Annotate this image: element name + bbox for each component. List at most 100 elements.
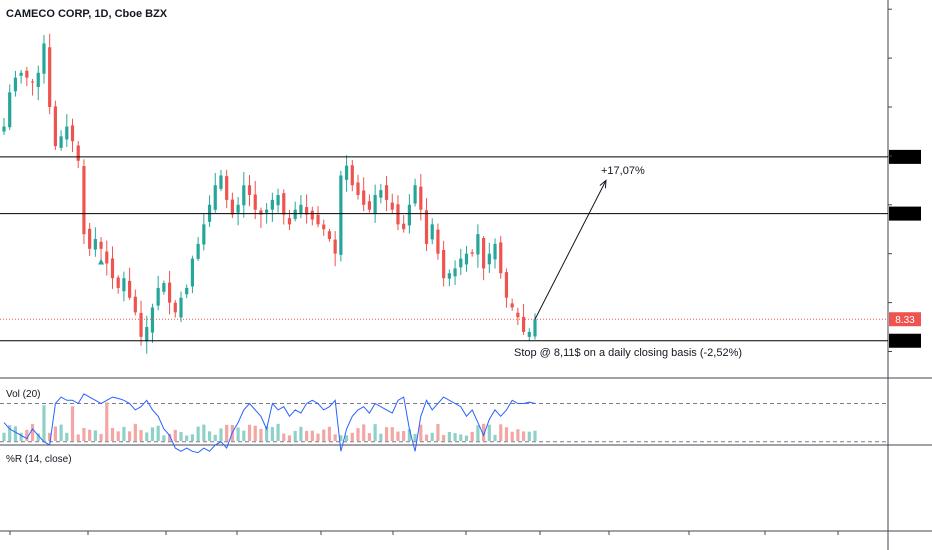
candle-body [344,165,349,180]
volume-bar [510,431,514,441]
volume-bar [362,424,366,441]
candle-body [464,253,469,265]
candle-body [350,165,354,186]
candle-body [430,224,434,240]
candle-body [413,185,417,204]
symbol-title: CAMECO CORP, 1D, Cboe BZX [6,8,168,20]
volume-bar [282,433,286,441]
volume-bar [70,406,75,441]
candle-body [76,145,80,161]
volume-bar [344,435,349,441]
candle-body [219,175,223,189]
volume-bar [53,426,57,441]
volume-bar [464,435,469,441]
candle-body [150,307,155,333]
candle-body [128,280,132,298]
volume-bar [133,423,137,441]
target-arrow-line [534,180,607,320]
volume-bar [379,433,383,441]
volume-bar [487,424,491,441]
volume-bar [19,432,23,441]
volume-bar [305,430,309,441]
candle-body [139,312,143,337]
volume-bar [156,425,160,441]
candle-body [196,243,200,259]
volume-bar [265,426,269,441]
candle-body [105,251,109,264]
candle-body [253,194,257,210]
candle-body [122,278,126,292]
volume-bar [516,429,520,441]
volume-bar [105,402,109,441]
target-arrow-head [599,179,607,189]
candle-body [499,242,503,274]
candle-body [476,234,480,255]
candle-body [527,331,531,337]
candle-body [282,193,286,215]
candle-body [299,204,303,214]
volume-bar [322,429,326,441]
volume-bar [48,432,52,441]
volume-bar [65,432,69,441]
volume-bar [430,432,434,441]
volume-bar [150,427,155,441]
candle-body [265,209,269,213]
candle-body [99,241,103,249]
volume-bar [402,430,406,441]
candle-body [367,201,372,210]
candle-body [316,214,320,225]
candle-body [305,207,309,215]
williams-title: %R (14, close) [6,454,72,465]
candle-body [379,190,383,198]
candle-body [242,185,246,206]
volume-bar [36,433,40,441]
candle-body [59,136,63,148]
volume-bar [476,425,480,441]
candle-body [453,268,457,277]
candle-body [190,258,195,287]
volume-bar [436,423,440,441]
candle-body [384,185,389,200]
volume-bar [145,432,149,441]
candle-body [36,72,40,88]
volume-bar [116,431,120,441]
volume-bar [442,434,446,441]
volume-bar [407,429,411,441]
candle-body [259,210,263,215]
candle-body [8,92,12,128]
candle-body [236,204,240,213]
volume-bar [447,431,451,441]
volume-bar [424,434,429,441]
candle-body [13,77,18,92]
candle-body [53,106,57,147]
candle-body [276,195,280,206]
candle-body [65,126,69,140]
volume-bar [42,405,46,441]
candle-body [487,253,491,265]
candle-body [459,258,463,268]
candle-body [333,239,337,254]
volume-bar [493,434,497,441]
volume-bar [367,433,372,441]
current-price-tag [889,312,921,327]
volume-bar [521,431,526,441]
volume-bar [453,433,457,441]
candle-body [19,72,23,76]
candle-body [287,218,292,225]
candle-body [88,228,92,249]
candle-body [493,243,497,260]
candle-body [185,287,189,295]
williams-r-line [3,393,536,454]
candle-body [179,297,183,318]
volume-bar [527,431,531,441]
volume-bar [327,426,332,441]
candle-body [447,273,451,279]
volume-bar [196,426,200,441]
candle-body [516,312,520,318]
volume-bar [202,424,206,441]
volume-bar [25,429,29,441]
volume-bar [236,427,240,441]
candle-body [470,252,474,254]
candle-body [156,287,160,306]
